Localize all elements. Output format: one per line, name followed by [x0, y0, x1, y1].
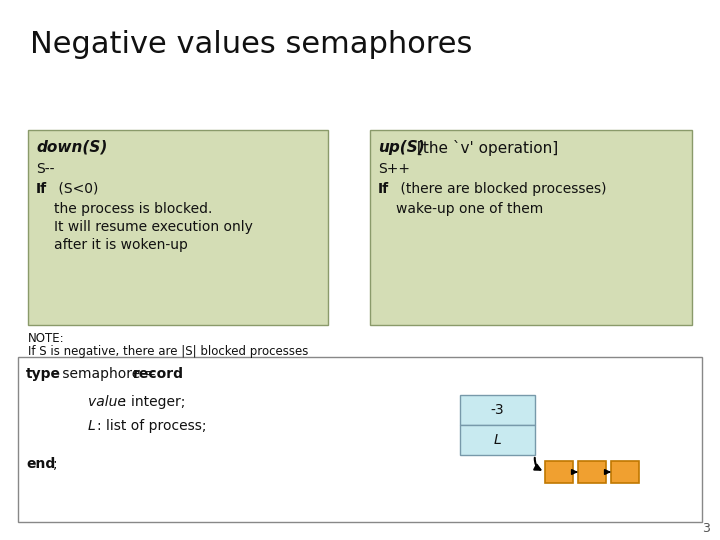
Text: after it is woken-up: after it is woken-up [54, 238, 188, 252]
FancyBboxPatch shape [28, 130, 328, 325]
Text: Negative values semaphores: Negative values semaphores [30, 30, 472, 59]
FancyBboxPatch shape [460, 425, 535, 455]
Text: It will resume execution only: It will resume execution only [54, 220, 253, 234]
Text: : integer;: : integer; [122, 395, 185, 409]
Text: S++: S++ [378, 162, 410, 176]
Text: (S<0): (S<0) [54, 182, 99, 196]
Text: semaphore =: semaphore = [58, 367, 161, 381]
Text: ;: ; [53, 457, 58, 471]
Text: (there are blocked processes): (there are blocked processes) [396, 182, 606, 196]
FancyBboxPatch shape [370, 130, 692, 325]
FancyBboxPatch shape [460, 395, 535, 425]
Text: record: record [133, 367, 184, 381]
Text: the process is blocked.: the process is blocked. [54, 202, 212, 216]
FancyBboxPatch shape [545, 461, 573, 483]
Text: S--: S-- [36, 162, 55, 176]
Text: [the `v' operation]: [the `v' operation] [412, 140, 558, 156]
Text: NOTE:: NOTE: [28, 332, 65, 345]
FancyBboxPatch shape [18, 357, 702, 522]
Text: type: type [26, 367, 61, 381]
Text: -3: -3 [491, 403, 504, 417]
FancyBboxPatch shape [578, 461, 606, 483]
FancyBboxPatch shape [611, 461, 639, 483]
Text: up(S): up(S) [378, 140, 425, 155]
Text: down(S): down(S) [36, 140, 107, 155]
Text: : list of process;: : list of process; [97, 419, 207, 433]
Text: L: L [494, 433, 501, 447]
Text: value: value [88, 395, 126, 409]
Text: wake-up one of them: wake-up one of them [396, 202, 544, 216]
Text: If S is negative, there are |S| blocked processes: If S is negative, there are |S| blocked … [28, 345, 308, 358]
Text: L: L [88, 419, 96, 433]
Text: 3: 3 [702, 522, 710, 535]
Text: If: If [36, 182, 47, 196]
Text: If: If [378, 182, 389, 196]
Text: end: end [26, 457, 55, 471]
